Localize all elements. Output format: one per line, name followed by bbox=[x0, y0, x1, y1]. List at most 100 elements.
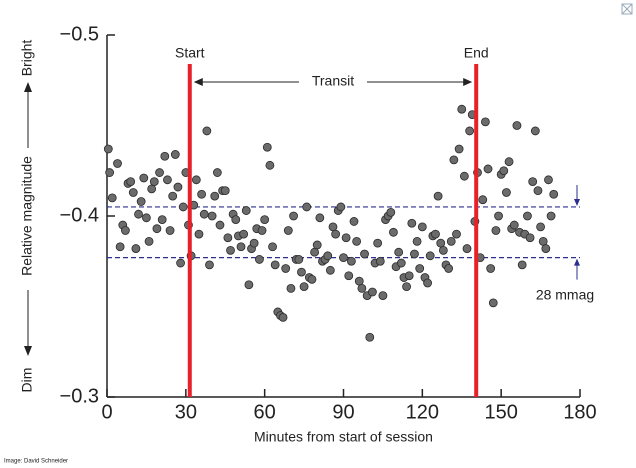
data-point bbox=[157, 215, 167, 225]
data-point bbox=[536, 222, 545, 232]
data-point bbox=[523, 211, 532, 221]
data-point bbox=[431, 229, 440, 239]
data-point bbox=[170, 150, 180, 159]
data-point bbox=[283, 226, 293, 235]
data-point bbox=[134, 209, 143, 219]
data-point bbox=[178, 202, 188, 212]
data-point bbox=[404, 271, 414, 281]
data-point bbox=[241, 206, 251, 215]
data-point bbox=[357, 283, 367, 293]
data-point bbox=[223, 233, 233, 243]
x-tick-label: 60 bbox=[254, 401, 276, 423]
data-point bbox=[352, 236, 362, 246]
data-point bbox=[165, 226, 175, 235]
data-point bbox=[294, 255, 304, 264]
depth-label: 28 mmag bbox=[536, 287, 594, 303]
data-point bbox=[215, 220, 225, 230]
data-point bbox=[517, 260, 527, 270]
data-point bbox=[152, 224, 162, 234]
data-point bbox=[302, 202, 312, 212]
data-point bbox=[336, 202, 346, 212]
data-point bbox=[407, 218, 417, 228]
data-point bbox=[297, 267, 306, 277]
data-point bbox=[365, 332, 375, 342]
data-point bbox=[389, 227, 398, 237]
span-arrow-head bbox=[193, 78, 203, 86]
data-point bbox=[433, 191, 443, 201]
data-point bbox=[423, 278, 432, 288]
data-point bbox=[323, 251, 333, 261]
data-point bbox=[378, 291, 388, 301]
y-tick-label: −0.5 bbox=[60, 23, 99, 45]
data-point bbox=[265, 160, 275, 170]
data-point bbox=[533, 186, 543, 196]
y-tick-label: −0.3 bbox=[60, 385, 99, 407]
data-point bbox=[368, 287, 377, 297]
data-point bbox=[139, 173, 149, 183]
data-point bbox=[260, 215, 270, 225]
data-point bbox=[315, 213, 325, 223]
data-point bbox=[454, 144, 464, 154]
depth-arrow-head bbox=[574, 198, 580, 206]
x-tick-label: 30 bbox=[175, 401, 197, 423]
data-point bbox=[207, 211, 217, 221]
data-point bbox=[142, 213, 151, 223]
data-point bbox=[375, 256, 385, 266]
credit: Image: David Schneider bbox=[4, 459, 68, 465]
depth-arrow-head bbox=[574, 258, 580, 266]
x-axis-label: Minutes from start of session bbox=[254, 429, 433, 445]
data-point bbox=[499, 166, 509, 176]
data-point bbox=[210, 191, 220, 201]
data-point bbox=[512, 121, 522, 130]
data-point bbox=[410, 249, 419, 259]
data-point bbox=[449, 155, 459, 165]
data-point bbox=[546, 211, 556, 221]
data-point bbox=[344, 271, 354, 281]
x-tick-label: 90 bbox=[332, 401, 354, 423]
data-point bbox=[255, 255, 264, 264]
data-point bbox=[446, 236, 456, 246]
data-point bbox=[160, 151, 170, 161]
data-point bbox=[486, 264, 496, 273]
arrow-up-head bbox=[24, 82, 32, 92]
data-point bbox=[312, 240, 322, 250]
close-icon[interactable] bbox=[621, 3, 633, 15]
data-point bbox=[480, 117, 490, 127]
data-point bbox=[147, 184, 157, 194]
data-point bbox=[394, 247, 404, 257]
data-point bbox=[226, 245, 235, 255]
data-point bbox=[191, 175, 201, 185]
data-point bbox=[502, 188, 511, 197]
data-point bbox=[444, 264, 454, 273]
data-point bbox=[354, 276, 364, 286]
data-point bbox=[483, 164, 493, 174]
data-point bbox=[220, 186, 230, 196]
data-point bbox=[509, 220, 519, 230]
data-point bbox=[126, 177, 136, 187]
data-point bbox=[262, 142, 272, 152]
data-point bbox=[194, 229, 204, 239]
data-point bbox=[360, 249, 369, 259]
data-point bbox=[149, 177, 159, 187]
data-point bbox=[268, 242, 277, 252]
data-point bbox=[459, 171, 469, 181]
data-point bbox=[155, 168, 164, 177]
data-point bbox=[197, 189, 207, 199]
data-point bbox=[465, 126, 475, 136]
y-axis-label-top: Bright bbox=[19, 40, 35, 77]
data-point bbox=[136, 197, 146, 206]
data-point bbox=[176, 258, 185, 268]
data-point bbox=[310, 247, 319, 257]
data-point bbox=[452, 229, 461, 239]
data-point bbox=[278, 312, 288, 322]
data-point bbox=[538, 236, 548, 246]
data-point bbox=[103, 144, 113, 154]
data-point bbox=[205, 260, 214, 270]
data-point bbox=[163, 175, 172, 185]
data-point bbox=[286, 283, 296, 293]
data-point bbox=[425, 251, 435, 261]
data-point bbox=[325, 265, 335, 275]
span-label: Transit bbox=[312, 73, 354, 89]
data-point bbox=[528, 177, 538, 187]
